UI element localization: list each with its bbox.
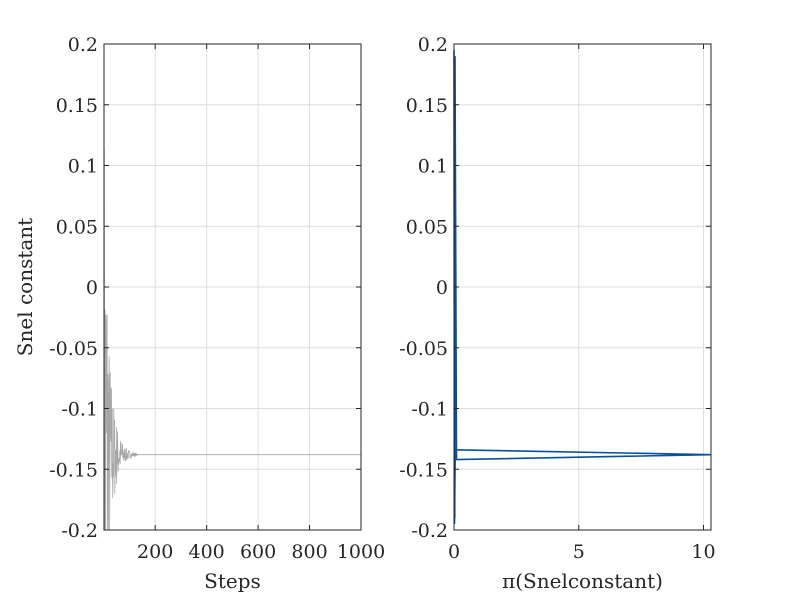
x-tick-label: 600 bbox=[240, 541, 276, 563]
y-tick-label: -0.05 bbox=[49, 338, 98, 360]
subplot-left: 0.2 0.15 0.1 0.05 0 -0.05 -0.1 -0.15 -0.2 200 400 6… bbox=[13, 34, 385, 593]
y-axis-label: Snel constant bbox=[13, 218, 37, 356]
subplot-right: 0.20.150.10.050-0.05-0.1-0.15-0.20 5 10π(S… bbox=[399, 34, 715, 593]
y-tick-label: 0.05 bbox=[56, 216, 98, 238]
y-tick-label: -0.15 bbox=[49, 459, 98, 481]
y-tick-label: 0.2 bbox=[418, 34, 448, 56]
y-tick-label: 0.05 bbox=[406, 216, 448, 238]
y-tick-label: -0.2 bbox=[61, 520, 98, 542]
y-tick-label: -0.15 bbox=[399, 459, 448, 481]
y-tick-label: 0.1 bbox=[418, 156, 448, 178]
y-tick-label: 0 bbox=[86, 277, 98, 299]
series-trace bbox=[103, 149, 361, 531]
x-tick-label: 5 bbox=[573, 541, 585, 563]
y-tick-label: 0.15 bbox=[56, 95, 98, 117]
y-tick-label: -0.1 bbox=[411, 399, 448, 421]
x-tick-label: 200 bbox=[137, 541, 173, 563]
x-tick-label: 1000 bbox=[337, 541, 385, 563]
x-tick-label: 10 bbox=[691, 541, 715, 563]
y-tick-label: 0.2 bbox=[68, 34, 98, 56]
y-tick-label: 0.15 bbox=[406, 95, 448, 117]
x-axis-label: π(Snelconstant) bbox=[502, 569, 663, 593]
y-tick-label: 0.1 bbox=[68, 156, 98, 178]
y-tick-label: -0.1 bbox=[61, 399, 98, 421]
y-tick-label: 0 bbox=[436, 277, 448, 299]
x-tick-label: 400 bbox=[189, 541, 225, 563]
x-tick-label: 0 bbox=[448, 541, 460, 563]
x-axis-label: Steps bbox=[204, 569, 261, 593]
x-tick-label: 800 bbox=[291, 541, 327, 563]
y-tick-label: -0.2 bbox=[411, 520, 448, 542]
y-tick-label: -0.05 bbox=[399, 338, 448, 360]
